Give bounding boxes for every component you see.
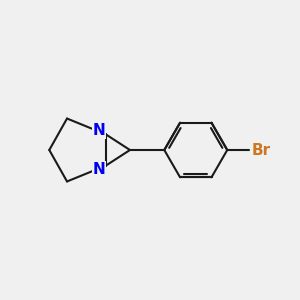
Text: Br: Br (252, 142, 271, 158)
Text: N: N (93, 123, 106, 138)
Text: N: N (93, 162, 106, 177)
